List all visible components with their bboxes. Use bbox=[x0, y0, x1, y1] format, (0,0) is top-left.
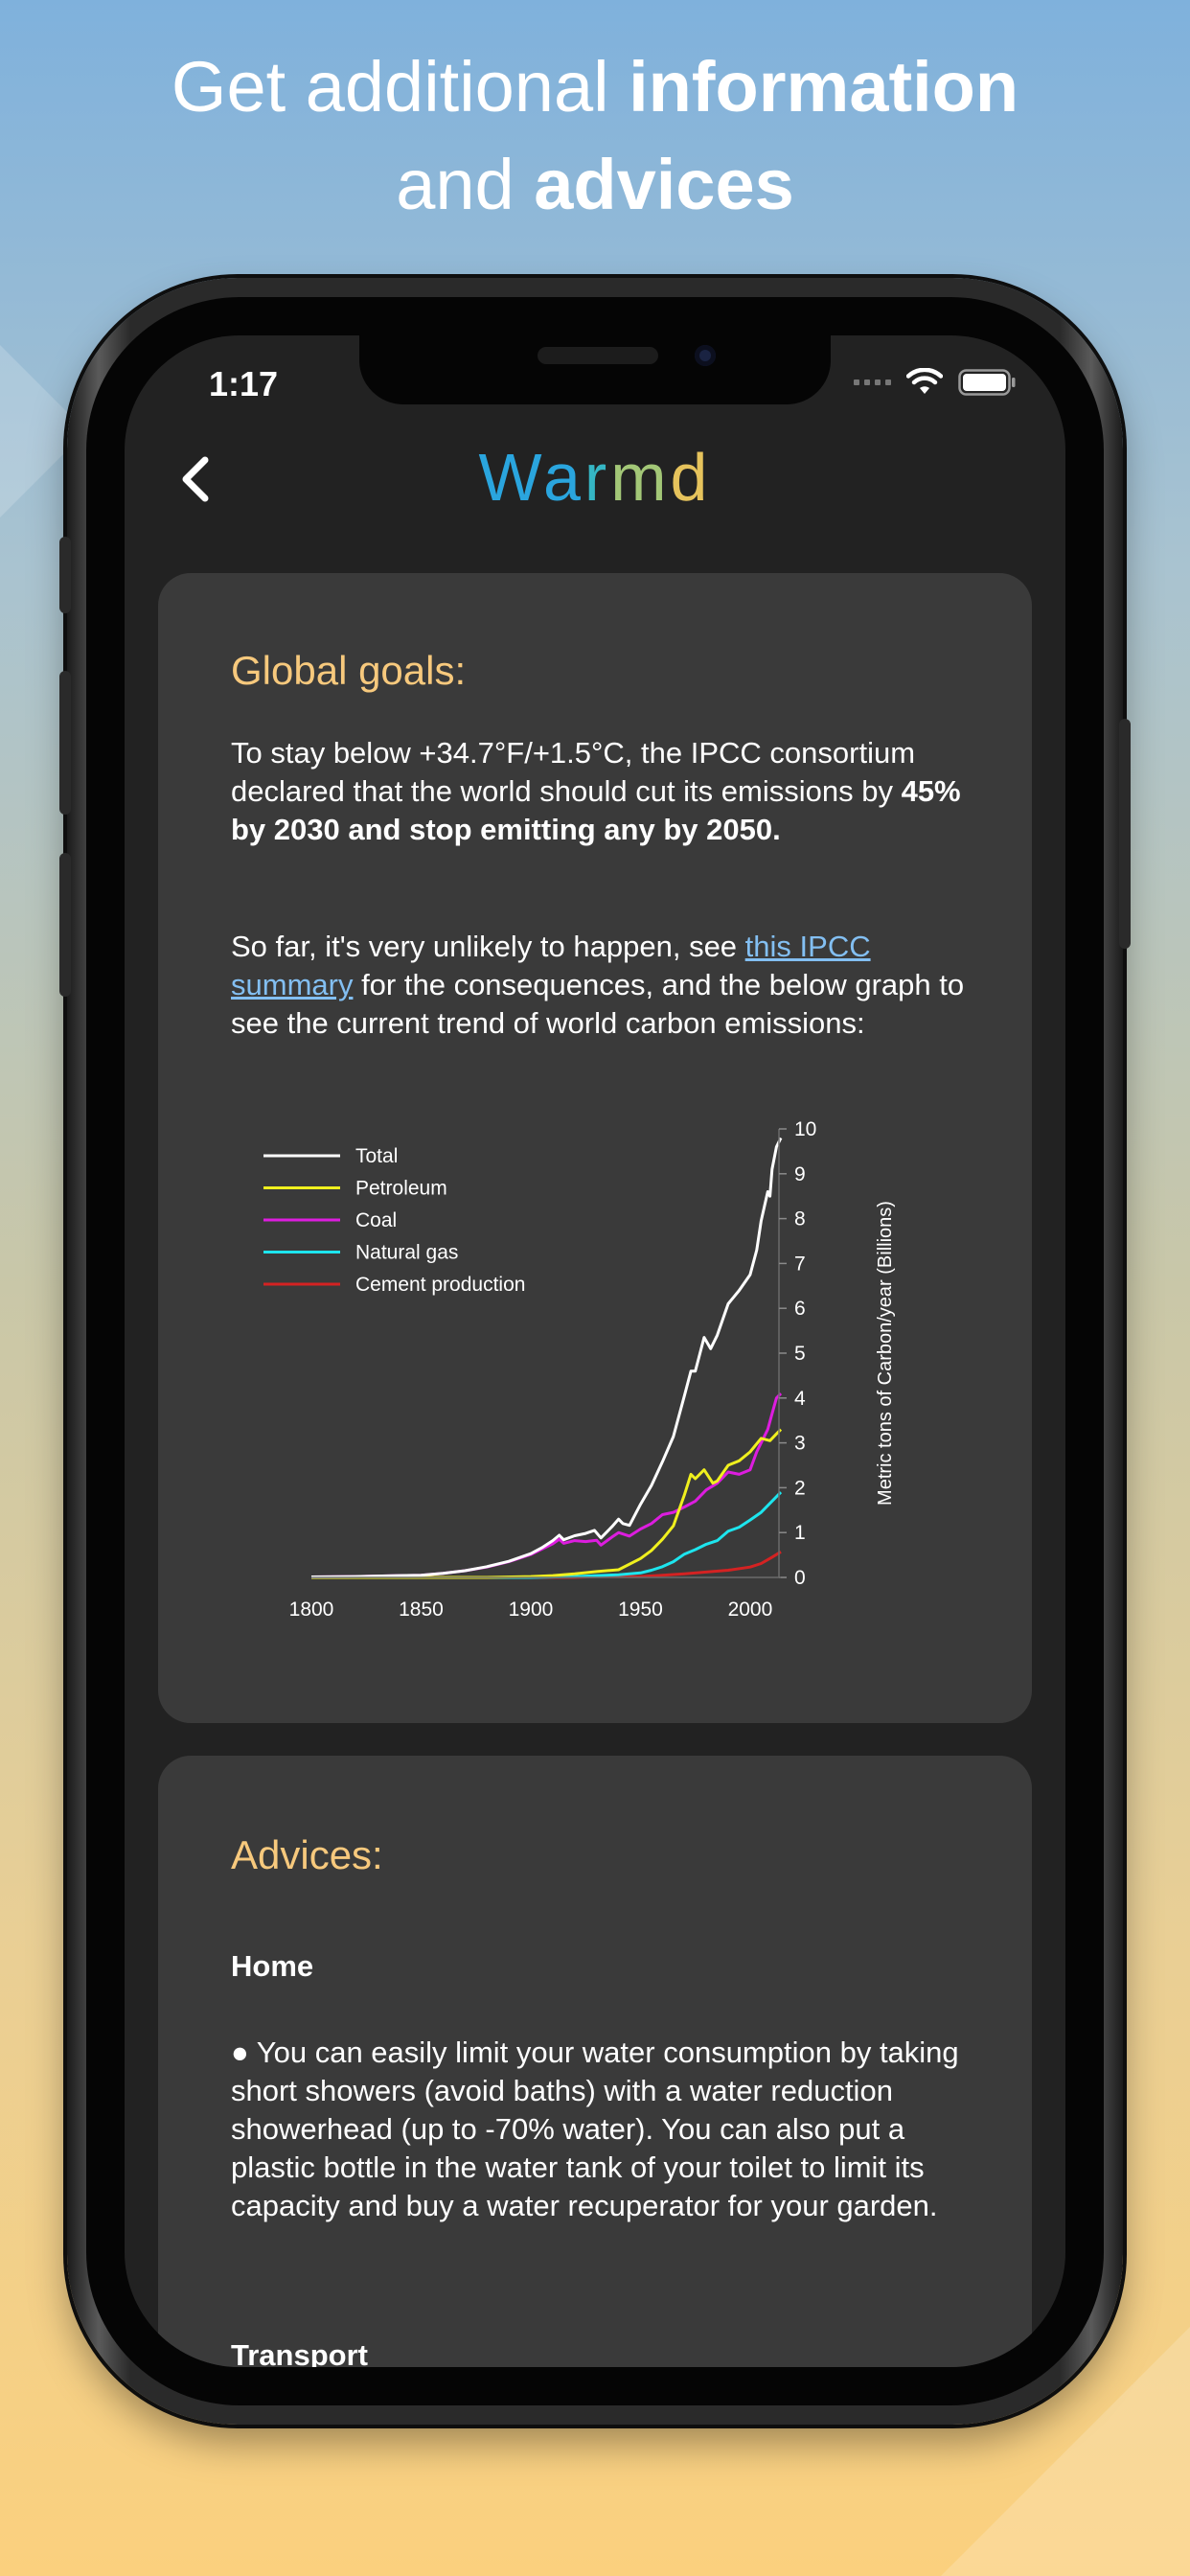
y-tick-label: 1 bbox=[794, 1522, 806, 1544]
x-tick-label: 1800 bbox=[289, 1598, 334, 1621]
series-line-coal bbox=[310, 1392, 783, 1578]
logo-letter: r bbox=[584, 440, 611, 515]
status-icons bbox=[854, 368, 1016, 397]
paragraph-text: To stay below +34.7°F/+1.5°C, the IPCC c… bbox=[231, 736, 916, 808]
notch bbox=[359, 335, 831, 404]
cellular-signal-icon bbox=[854, 380, 891, 385]
x-tick-label: 1950 bbox=[618, 1598, 663, 1621]
ipcc-summary-link[interactable]: this IPCC summary bbox=[231, 930, 871, 1001]
advices-card: Advices: Home ● You can easily limit you… bbox=[158, 1756, 1032, 2367]
x-tick-label: 2000 bbox=[728, 1598, 773, 1621]
advices-title: Advices: bbox=[231, 1832, 383, 1877]
headline-text: Get additional bbox=[171, 47, 629, 126]
y-tick-label: 4 bbox=[794, 1388, 806, 1410]
series-line-petroleum bbox=[311, 1428, 783, 1579]
y-tick-label: 5 bbox=[794, 1343, 806, 1365]
legend-label: Total bbox=[355, 1145, 398, 1167]
back-button[interactable] bbox=[167, 450, 224, 508]
y-tick-label: 10 bbox=[794, 1118, 816, 1140]
phone-volume-up bbox=[59, 671, 71, 815]
chart-y-axis: 0 1 2 3 4 5 6 7 8 9 10 bbox=[778, 1118, 816, 1589]
legend-label: Natural gas bbox=[355, 1242, 458, 1264]
logo-letter: m bbox=[610, 440, 671, 515]
logo-letter: W bbox=[478, 440, 543, 515]
global-goals-paragraph: To stay below +34.7°F/+1.5°C, the IPCC c… bbox=[231, 734, 978, 849]
y-tick-label: 2 bbox=[794, 1477, 806, 1499]
paragraph-text: for the consequences, and the below grap… bbox=[231, 968, 965, 1040]
series-line-cement-production bbox=[311, 1551, 782, 1579]
wifi-icon bbox=[906, 368, 943, 394]
series-line-total bbox=[310, 1137, 783, 1578]
series-line-natural-gas bbox=[311, 1491, 783, 1579]
chevron-left-icon bbox=[182, 456, 209, 502]
front-camera bbox=[695, 345, 716, 366]
x-tick-label: 1900 bbox=[509, 1598, 554, 1621]
home-advice-text: ● You can easily limit your water consum… bbox=[231, 2036, 959, 2222]
transport-heading: Transport bbox=[231, 2338, 368, 2367]
logo-letter: d bbox=[670, 440, 712, 515]
trend-paragraph: So far, it's very unlikely to happen, se… bbox=[231, 928, 978, 1043]
headline-bold-text: information bbox=[629, 47, 1019, 126]
y-tick-label: 8 bbox=[794, 1208, 806, 1230]
chart-legend: Total Petroleum Coal Natural gas Cement prod… bbox=[263, 1145, 525, 1296]
headline-bold-text: advices bbox=[534, 145, 794, 224]
phone-power-button bbox=[1119, 719, 1131, 949]
phone-screen: 1:17 Warmd Global go bbox=[125, 335, 1065, 2367]
chart-plot bbox=[310, 1137, 783, 1579]
global-goals-title: Global goals: bbox=[231, 648, 467, 693]
phone-frame: 1:17 Warmd Global go bbox=[59, 278, 1131, 2425]
battery-icon bbox=[958, 369, 1016, 396]
speaker bbox=[538, 347, 658, 364]
legend-label: Cement production bbox=[355, 1274, 525, 1296]
y-tick-label: 0 bbox=[794, 1567, 806, 1589]
marketing-headline: Get additional information and advices bbox=[0, 38, 1190, 234]
home-heading: Home bbox=[231, 1949, 314, 1983]
phone-volume-down bbox=[59, 853, 71, 997]
content-scroll-view[interactable]: Global goals: To stay below +34.7°F/+1.5… bbox=[125, 546, 1065, 2367]
navigation-bar: Warmd bbox=[125, 422, 1065, 546]
logo-letter: a bbox=[542, 440, 584, 515]
y-tick-label: 6 bbox=[794, 1298, 806, 1320]
x-tick-label: 1850 bbox=[399, 1598, 444, 1621]
chart-y-axis-label: Metric tons of Carbon/year (Billions) bbox=[875, 1201, 896, 1506]
status-time: 1:17 bbox=[209, 364, 279, 403]
y-tick-label: 7 bbox=[794, 1253, 806, 1275]
legend-label: Petroleum bbox=[355, 1178, 447, 1200]
paragraph-bold-text: 45% by 2030 and stop emitting any by 205… bbox=[231, 774, 961, 846]
legend-label: Coal bbox=[355, 1209, 397, 1231]
app-logo: Warmd bbox=[125, 439, 1065, 516]
paragraph-text: So far, it's very unlikely to happen, se… bbox=[231, 930, 745, 963]
y-tick-label: 9 bbox=[794, 1163, 806, 1185]
carbon-emissions-chart: Total Petroleum Coal Natural gas Cement prod… bbox=[263, 1118, 896, 1621]
phone-mute-switch bbox=[59, 537, 71, 613]
headline-text: and bbox=[396, 145, 535, 224]
y-tick-label: 3 bbox=[794, 1433, 806, 1455]
chart-x-axis: 1800 1850 1900 1950 2000 bbox=[289, 1576, 781, 1621]
global-goals-card: Global goals: To stay below +34.7°F/+1.5… bbox=[158, 573, 1032, 1723]
